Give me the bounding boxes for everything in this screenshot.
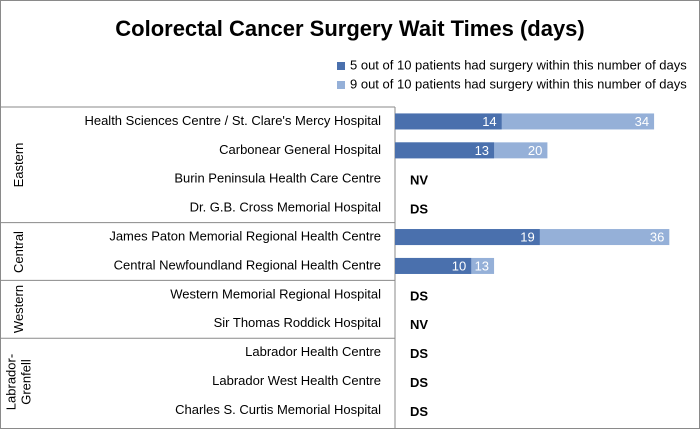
- value-note: DS: [410, 404, 428, 419]
- value-label: 19: [520, 229, 534, 244]
- chart-title: Colorectal Cancer Surgery Wait Times (da…: [115, 16, 585, 41]
- legend-label: 9 out of 10 patients had surgery within …: [350, 76, 687, 91]
- value-note: DS: [410, 288, 428, 303]
- category-label: Labrador Health Centre: [245, 344, 381, 359]
- category-label: Burin Peninsula Health Care Centre: [174, 171, 381, 186]
- category-label: James Paton Memorial Regional Health Cen…: [109, 228, 381, 243]
- category-label: Central Newfoundland Regional Health Cen…: [114, 257, 381, 272]
- value-note: NV: [410, 173, 428, 188]
- value-label: 13: [475, 258, 489, 273]
- legend-label: 5 out of 10 patients had surgery within …: [350, 57, 687, 72]
- bar: [395, 113, 502, 130]
- value-label: 10: [452, 258, 466, 273]
- category-label: Western Memorial Regional Hospital: [170, 286, 381, 301]
- category-label: Sir Thomas Roddick Hospital: [214, 315, 381, 330]
- category-label: Labrador West Health Centre: [212, 373, 381, 388]
- value-label: 13: [475, 143, 489, 158]
- value-note: DS: [410, 375, 428, 390]
- group-label: Western: [10, 285, 26, 334]
- value-label: 20: [528, 143, 542, 158]
- category-label: Health Sciences Centre / St. Clare's Mer…: [84, 113, 381, 128]
- group-label: Labrador-Grenfell: [3, 353, 33, 410]
- category-label: Charles S. Curtis Memorial Hospital: [175, 402, 381, 417]
- category-label: Dr. G.B. Cross Memorial Hospital: [190, 200, 382, 215]
- bar: [395, 229, 540, 246]
- bar: [395, 142, 495, 159]
- legend-swatch: [337, 81, 345, 89]
- legend-swatch: [337, 62, 345, 70]
- value-note: DS: [410, 202, 428, 217]
- group-label: Eastern: [10, 142, 26, 188]
- bar: [395, 257, 472, 274]
- value-note: NV: [410, 317, 428, 332]
- category-label: Carbonear General Hospital: [219, 142, 381, 157]
- value-label: 34: [635, 114, 649, 129]
- value-label: 36: [650, 229, 664, 244]
- value-note: DS: [410, 346, 428, 361]
- group-label: Central: [10, 230, 26, 273]
- value-label: 14: [482, 114, 496, 129]
